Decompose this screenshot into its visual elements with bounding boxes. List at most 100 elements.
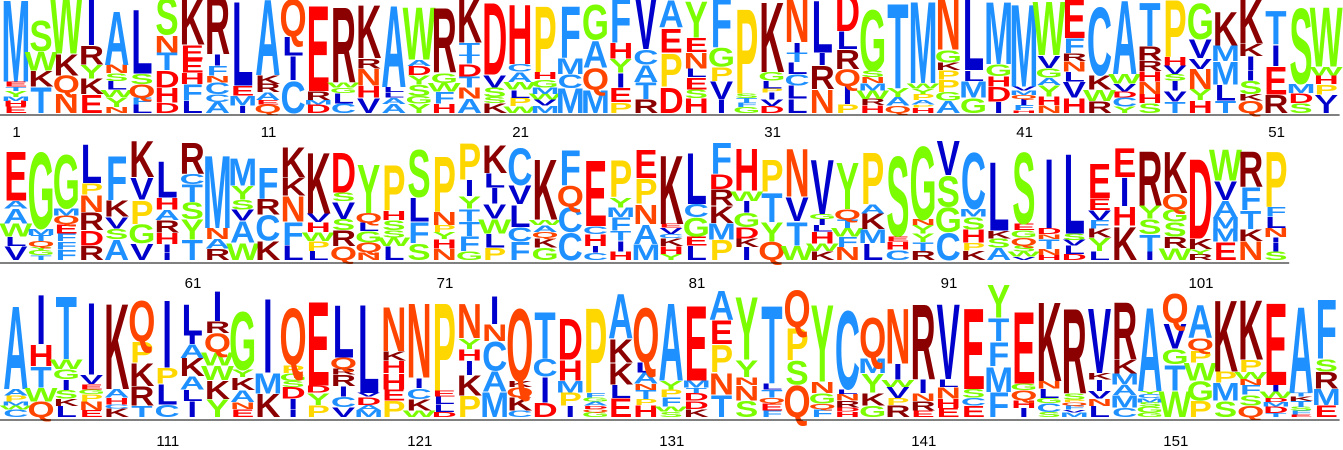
logo-letter-pos133-dominant: A (709, 283, 734, 330)
logo-letter-pos112-minor-5: I (187, 333, 197, 347)
logo-letter-pos143-minor-1: C (961, 396, 986, 408)
logo-letter-pos137-minor-0: F (812, 408, 833, 420)
logo-letter-pos131-dominant: A (658, 280, 683, 404)
logo-letter-pos76-minor-1: C (558, 201, 583, 240)
logo-letter-pos111-dominant: I (162, 281, 172, 389)
logo-letter-pos155-minor-5: I (1271, 383, 1281, 393)
logo-letter-pos107-minor-4: G (53, 367, 80, 382)
logo-letter-pos139-minor-0: G (859, 402, 886, 420)
logo-letter-pos28-minor-3: L (686, 66, 707, 80)
logo-letter-pos75-minor-4: W (529, 218, 562, 227)
logo-letter-pos152-dominant: A (1188, 295, 1213, 348)
logo-letter-pos128-minor-3: A (583, 400, 608, 407)
logo-letter-pos95-minor-1: N (1036, 248, 1061, 257)
logo-letter-pos138-minor-2: R (835, 399, 860, 410)
logo-letter-pos122-minor-0: D (432, 411, 457, 419)
logo-letter-pos24-dominant: G (582, 0, 609, 51)
logo-letter-pos96-dominant: L (1064, 131, 1085, 258)
logo-letter-pos149-dominant: R (1112, 287, 1137, 378)
logo-letter-pos84-minor-0: Q (758, 237, 785, 265)
logo-letter-pos8-dominant: K (180, 0, 205, 60)
logo-letter-pos79-minor-2: N (633, 198, 658, 230)
logo-letter-pos32-minor-4: T (786, 50, 807, 65)
logo-letter-pos75-minor-3: A (532, 224, 557, 234)
logo-letter-pos22-minor-5: H (532, 71, 557, 82)
logo-letter-pos116-minor-5: P (281, 363, 304, 375)
logo-letter-pos14-minor-1: L (333, 90, 354, 106)
logo-letter-pos71-dominant: P (433, 141, 456, 229)
logo-letter-pos71-minor-1: H (432, 237, 457, 252)
logo-letter-pos46-minor-2: N (1137, 78, 1162, 98)
logo-letter-pos28-minor-2: E (685, 74, 708, 93)
logo-letter-pos37-minor-4: Y (911, 88, 934, 96)
logo-letter-pos147-minor-1: V (1063, 409, 1087, 413)
logo-letter-pos58-minor-1: S (105, 226, 128, 243)
logo-letter-pos99-minor-0: I (1145, 249, 1155, 263)
logo-letter-pos148-minor-3: I (1095, 376, 1105, 394)
logo-letter-pos61-dominant: R (180, 134, 205, 183)
logo-letter-pos56-minor-3: E (55, 222, 78, 237)
logo-letter-pos133-minor-1: N (709, 366, 734, 401)
logo-letter-pos155-minor-2: M (1261, 401, 1290, 408)
logo-letter-pos17-minor-5: A (406, 58, 431, 68)
logo-letter-pos25-minor-4: H (608, 39, 633, 63)
logo-letter-pos66-minor-2: W (302, 230, 335, 244)
logo-letter-pos47-minor-5: H (1162, 55, 1187, 69)
logo-letter-pos155-minor-0: T (1265, 412, 1286, 418)
logo-letter-pos134-minor-0: S (735, 397, 758, 423)
logo-letter-pos54-minor-1: L (5, 234, 26, 249)
logo-letter-pos124-minor-1: A (482, 365, 507, 398)
logo-letter-pos4-dominant: I (87, 0, 97, 60)
logo-letter-pos70-minor-2: L (408, 192, 429, 230)
logo-letter-pos90-minor-0: R (910, 248, 935, 262)
logo-letter-pos142-minor-1: H (936, 396, 961, 411)
logo-letter-pos8-minor-0: L (182, 97, 203, 117)
logo-letter-pos147-minor-3: Q (1061, 401, 1088, 406)
logo-letter-pos107-minor-1: K (54, 397, 80, 408)
logo-letter-pos66-dominant: K (306, 136, 331, 233)
logo-letter-pos132-minor-3: T (686, 386, 708, 394)
logo-letter-pos97-minor-4: V (1088, 207, 1112, 223)
logo-letter-pos32-minor-1: L (786, 82, 807, 102)
logo-letter-pos152-minor-1: G (1187, 376, 1214, 407)
logo-letter-pos53-minor-0: I (1321, 102, 1331, 116)
logo-letter-pos86-minor-5: G (809, 213, 836, 221)
logo-letter-pos65-minor-3: K (280, 174, 305, 201)
logo-letter-pos88-dominant: P (861, 139, 884, 221)
logo-letter-pos26-minor-3: C (633, 46, 658, 70)
logo-letter-pos55-minor-4: T (30, 234, 52, 243)
logo-letter-pos114-minor-0: E (231, 407, 254, 419)
logo-letter-pos41-minor-5: V (1012, 86, 1036, 92)
logo-letter-pos7-minor-3: T (156, 49, 178, 76)
logo-letter-pos43-minor-4: R (1062, 52, 1088, 64)
logo-letter-pos45-dominant: A (1112, 0, 1137, 97)
logo-letter-pos55-minor-2: Y (29, 247, 53, 252)
logo-letter-pos9-minor-1: C (205, 93, 230, 105)
logo-letter-pos93-minor-0: A (986, 244, 1011, 264)
logo-letter-pos57-minor-0: R (79, 242, 105, 265)
logo-letter-pos79-minor-1: A (633, 218, 658, 250)
logo-letter-pos92-minor-1: P (962, 241, 985, 253)
logo-letter-pos157-minor-2: R (1314, 368, 1339, 394)
logo-letter-pos156-minor-1: F (1290, 410, 1311, 416)
logo-letter-pos53-minor-4: W (1310, 64, 1343, 78)
logo-letter-pos53-minor-2: P (1315, 81, 1338, 97)
logo-letter-pos139-minor-2: Y (861, 368, 884, 398)
logo-letter-pos132-minor-1: D (684, 399, 709, 411)
logo-letter-pos3-minor-0: N (54, 88, 79, 119)
logo-letter-pos142-minor-2: N (936, 384, 961, 402)
logo-letter-pos51-dominant: T (1265, 1, 1287, 55)
logo-letter-pos5-minor-2: W (100, 88, 134, 99)
logo-letter-pos19-minor-5: T (459, 39, 481, 58)
logo-letter-pos34-minor-1: I (843, 82, 853, 110)
logo-letter-pos57-minor-1: D (79, 227, 104, 251)
logo-letter-pos87-minor-3: T (837, 217, 858, 231)
logo-letter-pos113-minor-0: Y (206, 396, 229, 423)
logo-letter-pos51-minor-0: R (1263, 90, 1288, 118)
logo-letter-pos55-minor-3: Q (27, 240, 54, 250)
logo-letter-pos77-minor-0: C (583, 251, 608, 262)
logo-letter-pos100-minor-0: W (1159, 245, 1192, 264)
logo-letter-pos22-minor-2: W (529, 93, 562, 102)
logo-letter-pos94-minor-1: W (1007, 250, 1040, 258)
